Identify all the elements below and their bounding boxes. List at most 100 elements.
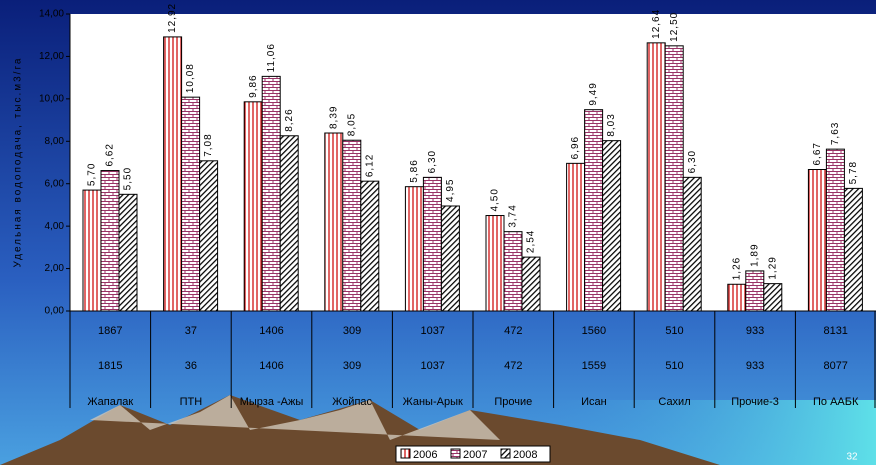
bar <box>342 139 362 312</box>
x-tick-label: Мырза -Ажы <box>240 396 304 408</box>
table-cell: 1867 <box>98 325 122 337</box>
value-label: 6,96 <box>570 136 581 159</box>
slide-number: 32 <box>846 452 858 463</box>
bar <box>745 270 765 312</box>
x-tick-label: Жойпас <box>332 396 372 408</box>
legend-swatch <box>450 448 461 459</box>
bar <box>682 176 702 312</box>
bar <box>163 36 183 312</box>
bar <box>82 189 102 312</box>
bar <box>360 180 380 312</box>
bar <box>404 186 424 312</box>
value-label: 9,86 <box>248 74 259 97</box>
bar <box>825 148 845 312</box>
legend-swatch <box>400 448 411 459</box>
legend-label: 2006 <box>413 449 437 461</box>
value-label: 8,05 <box>346 113 357 136</box>
bar <box>485 215 505 312</box>
table-cell: 933 <box>746 360 764 372</box>
value-label: 7,63 <box>830 122 841 145</box>
x-tick-label: Прочие <box>494 396 532 408</box>
value-label: 11,06 <box>266 43 277 72</box>
value-label: 3,74 <box>508 204 519 227</box>
x-tick-label: Жапалак <box>87 396 133 408</box>
y-axis-label: Удельная водоподача, тыс.м3/га <box>13 57 24 268</box>
value-label: 1,89 <box>749 243 760 266</box>
value-label: 6,62 <box>105 143 116 166</box>
x-tick-label: По ААБК <box>813 396 859 408</box>
value-label: 5,86 <box>409 159 420 182</box>
value-label: 7,08 <box>203 133 214 156</box>
table-cell: 309 <box>343 325 361 337</box>
bar <box>243 101 263 312</box>
value-label: 4,95 <box>445 179 456 202</box>
value-label: 5,70 <box>87 163 98 186</box>
bar <box>566 162 586 312</box>
value-label: 10,08 <box>185 63 196 93</box>
legend-label: 2007 <box>463 449 487 461</box>
legend-swatch <box>500 448 511 459</box>
y-tick-label: 12,00 <box>39 51 64 62</box>
value-label: 6,30 <box>687 150 698 173</box>
y-tick-label: 6,00 <box>45 178 65 189</box>
bar <box>324 132 344 312</box>
table-cell: 1037 <box>420 360 444 372</box>
bar <box>199 160 219 312</box>
table-cell: 8131 <box>823 325 847 337</box>
value-label: 12,50 <box>669 12 680 42</box>
y-tick-label: 8,00 <box>45 136 65 147</box>
legend-label: 2008 <box>513 449 537 461</box>
table-cell: 1560 <box>582 325 606 337</box>
value-label: 4,50 <box>490 188 501 211</box>
table-cell: 1406 <box>259 360 283 372</box>
bar <box>602 140 622 312</box>
x-tick-label: Прочие-3 <box>731 396 779 408</box>
x-tick-label: Жаны-Арык <box>403 396 463 408</box>
value-label: 9,49 <box>588 82 599 105</box>
legend <box>395 445 551 463</box>
value-label: 12,92 <box>167 3 178 33</box>
x-tick-label: Исан <box>581 396 607 408</box>
value-label: 6,67 <box>812 142 823 165</box>
table-cell: 36 <box>185 360 197 372</box>
y-tick-label: 4,00 <box>45 221 65 232</box>
table-cell: 472 <box>504 360 522 372</box>
value-label: 1,29 <box>767 256 778 279</box>
table-cell: 1815 <box>98 360 122 372</box>
table-cell: 472 <box>504 325 522 337</box>
bar <box>422 176 442 312</box>
bar <box>584 109 604 312</box>
value-label: 12,64 <box>651 9 662 39</box>
bar <box>181 96 201 312</box>
y-tick-label: 14,00 <box>39 9 64 20</box>
bar <box>118 193 138 312</box>
bar <box>100 170 120 312</box>
bar <box>664 45 684 312</box>
y-tick-label: 0,00 <box>45 306 65 317</box>
bar <box>807 169 827 312</box>
table-cell: 1559 <box>582 360 606 372</box>
table-cell: 309 <box>343 360 361 372</box>
value-label: 1,26 <box>731 257 742 280</box>
value-label: 6,30 <box>427 150 438 173</box>
bar <box>763 283 783 312</box>
value-label: 8,03 <box>606 113 617 136</box>
value-label: 6,12 <box>364 154 375 177</box>
bar <box>279 135 299 312</box>
table-cell: 933 <box>746 325 764 337</box>
value-label: 8,39 <box>328 106 339 129</box>
bar <box>843 187 863 312</box>
value-label: 5,50 <box>123 167 134 190</box>
table-cell: 510 <box>665 360 683 372</box>
value-label: 5,78 <box>848 161 859 184</box>
value-label: 8,26 <box>284 108 295 131</box>
table-cell: 37 <box>185 325 197 337</box>
bar <box>727 283 747 312</box>
x-tick-label: ПТН <box>180 396 203 408</box>
x-tick-label: Сахил <box>658 396 690 408</box>
bar <box>440 205 460 312</box>
table-cell: 8077 <box>823 360 847 372</box>
bar <box>646 42 666 312</box>
y-tick-label: 2,00 <box>45 263 65 274</box>
